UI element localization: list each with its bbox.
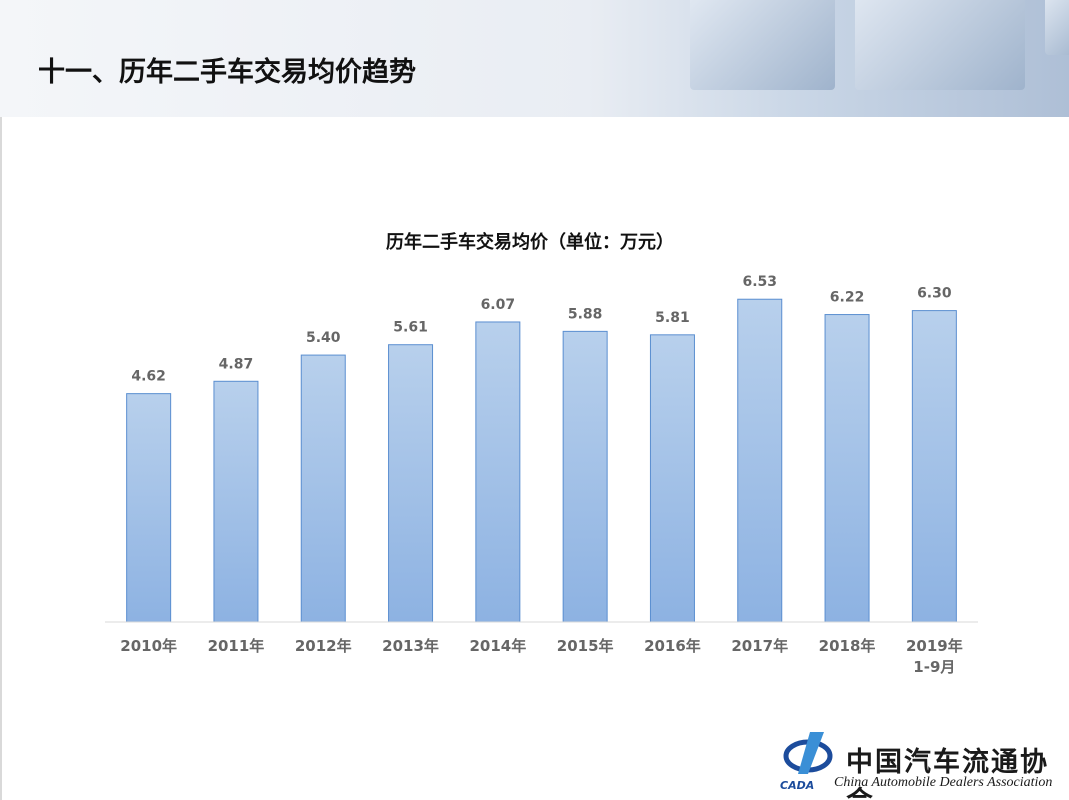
decor-cube	[1045, 0, 1069, 55]
logo-text: 中国汽车流通协会	[846, 747, 1049, 800]
x-tick-label: 2010年	[120, 637, 178, 655]
x-tick-label: 2017年	[731, 637, 789, 655]
value-label: 6.22	[830, 290, 865, 306]
logo-abbr: CADA	[780, 779, 815, 792]
value-label: 5.61	[393, 320, 428, 336]
x-tick-label: 2016年	[644, 637, 701, 655]
logo-icon	[783, 732, 833, 774]
value-label: 5.88	[568, 306, 603, 322]
header-band	[0, 0, 1069, 117]
logo-mark	[798, 732, 824, 774]
x-tick-label: 2019年 1-9月	[905, 637, 963, 676]
decor-cube	[690, 0, 835, 90]
x-tick-label: 2018年	[818, 637, 876, 655]
bar	[388, 344, 434, 623]
value-label: 5.40	[306, 330, 341, 346]
value-label: 6.07	[481, 297, 516, 313]
bar	[911, 310, 957, 623]
x-tick-label: 2015年	[556, 637, 614, 655]
bar	[300, 354, 346, 623]
value-label: 4.62	[131, 369, 166, 385]
bar	[126, 393, 172, 623]
bar	[475, 321, 521, 623]
bar	[649, 334, 695, 623]
bar	[737, 298, 783, 623]
x-tick-label: 2013年	[382, 637, 439, 655]
x-tick-label: 2011年	[207, 637, 265, 655]
border	[0, 117, 2, 800]
value-label: 6.30	[917, 286, 952, 302]
decor-cube	[855, 0, 1025, 90]
bar	[562, 330, 608, 623]
chart-title: 历年二手车交易均价（单位：万元）	[386, 231, 674, 253]
x-tick-label: 2012年	[294, 637, 352, 655]
bar	[824, 314, 870, 623]
x-tick-label: 2014年	[469, 637, 527, 655]
value-label: 5.81	[655, 310, 690, 326]
logo-subtext: China Automobile Dealers Association	[834, 775, 1053, 790]
value-label: 6.53	[742, 274, 777, 290]
value-label: 4.87	[219, 356, 254, 372]
bar	[213, 380, 259, 623]
slide-title: 十一、历年二手车交易均价趋势	[38, 57, 416, 88]
